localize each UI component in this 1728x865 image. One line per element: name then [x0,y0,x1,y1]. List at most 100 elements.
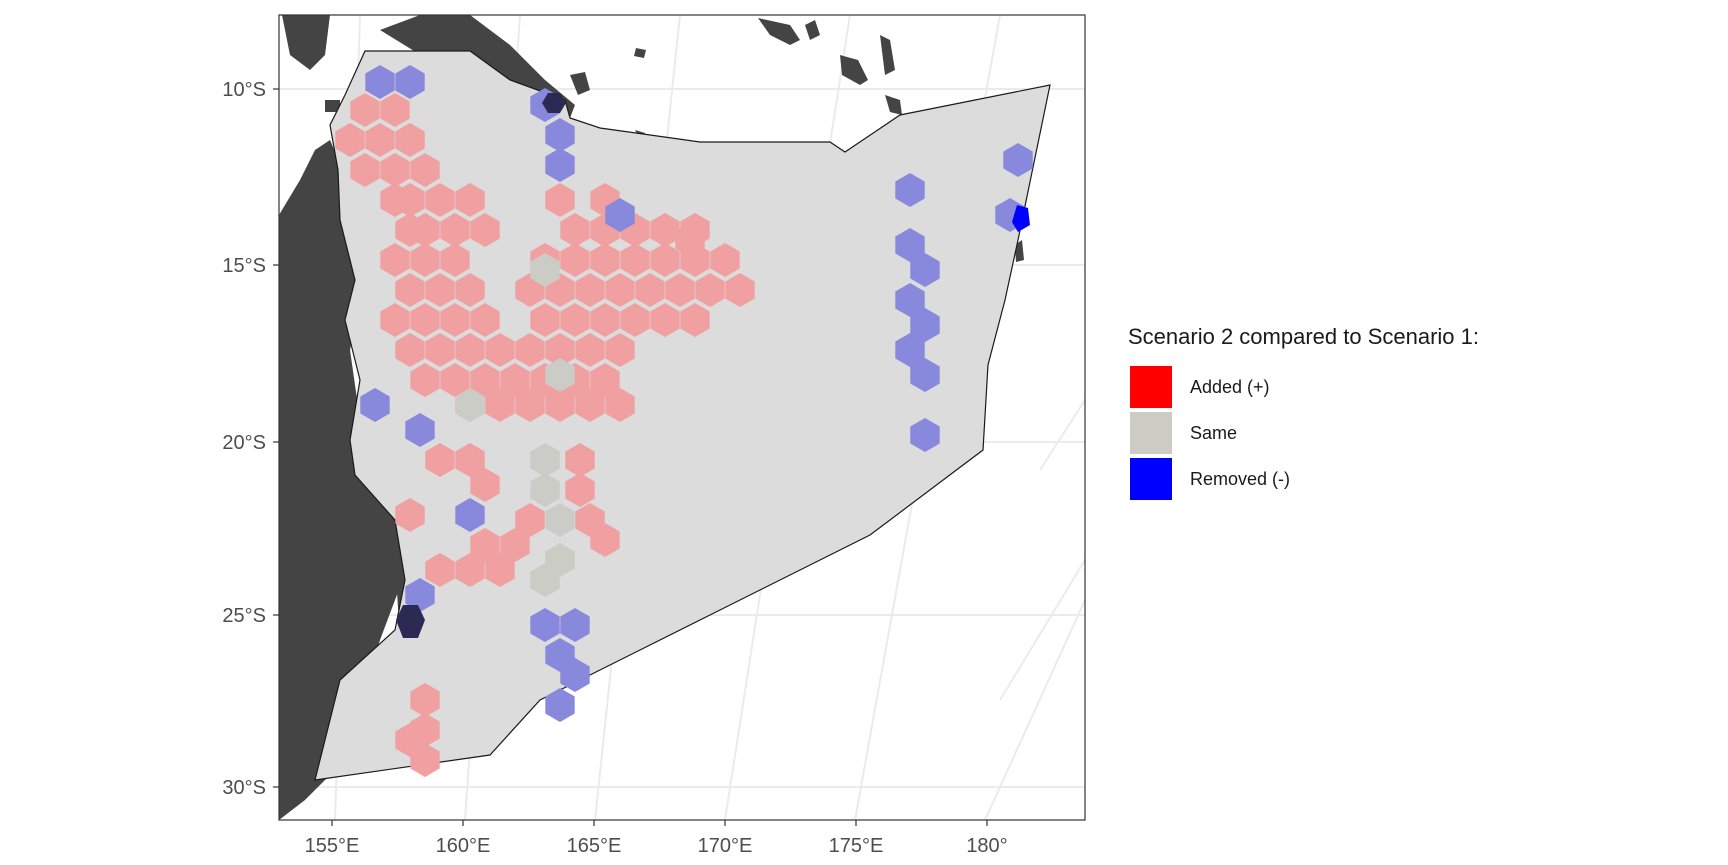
added-cell [380,153,410,187]
x-tick-label: 175°E [829,835,884,857]
added-cell [410,683,440,717]
legend-label: Added (+) [1190,376,1270,397]
added-cell [565,443,595,477]
same-cells [455,253,575,597]
y-tick-label: 25°S [222,605,266,627]
added-cell [350,93,380,127]
removed-cell [560,608,590,642]
legend-label: Removed (-) [1190,468,1291,489]
added-cell [395,213,425,247]
x-axis [331,820,988,826]
added-cell [440,243,470,277]
added-cell [395,273,425,307]
removed-cell [360,388,390,422]
legend-item-same: Same [1128,410,1479,456]
y-axis [273,88,279,788]
added-cell [470,213,500,247]
same-cell [530,253,560,287]
removed-cell [1003,143,1033,177]
added-cell [425,273,455,307]
added-cell [380,93,410,127]
added-cell [500,528,530,562]
added-cell [455,273,485,307]
removed-edge-cell [1012,205,1030,232]
added-cell [620,303,650,337]
removed-cell [895,333,925,367]
legend-title: Scenario 2 compared to Scenario 1: [1128,324,1479,349]
removed-cell [395,65,425,99]
removed-cell [910,308,940,342]
added-cell [680,303,710,337]
added-cell [545,183,575,217]
added-cell [500,363,530,397]
added-cell [575,273,605,307]
added-cell [470,528,500,562]
added-cell [455,443,485,477]
removed-cell [560,658,590,692]
added-cell [410,743,440,777]
added-cell [695,273,725,307]
added-cell [410,363,440,397]
added-cell [650,213,680,247]
added-cell [380,243,410,277]
added-cell [410,153,440,187]
removed-cell [405,578,435,612]
y-tick-label: 30°S [222,777,266,799]
same-cell [530,563,560,597]
added-cell [470,363,500,397]
added-cell [590,363,620,397]
added-cell [485,388,515,422]
added-cell [590,303,620,337]
removed-cell [605,198,635,232]
removed-cell [405,413,435,447]
added-cell [425,443,455,477]
same-cell [545,503,575,537]
same-cell [455,388,485,422]
added-cell [710,243,740,277]
added-cell [575,388,605,422]
legend-item-added: Added (+) [1128,364,1479,410]
overlap-cell [542,93,566,113]
added-cell [560,303,590,337]
removed-cell [910,418,940,452]
added-cell [380,303,410,337]
x-tick-label: 155°E [305,835,360,857]
removed-cell [895,173,925,207]
legend-swatch-same [1130,412,1172,454]
added-cell [725,273,755,307]
added-cell [485,553,515,587]
added-cell [470,303,500,337]
added-cell [425,333,455,367]
legend-item-removed: Removed (-) [1128,456,1479,502]
removed-cell [545,118,575,152]
legend-swatch-removed [1130,458,1172,500]
added-cell [620,243,650,277]
added-cell [605,333,635,367]
added-cell [675,223,705,257]
added-cell [455,333,485,367]
y-tick-label: 10°S [222,79,266,101]
x-tick-label: 180° [966,835,1007,857]
added-cell [365,123,395,157]
legend: Scenario 2 compared to Scenario 1: Added… [1128,324,1479,502]
added-cell [635,273,665,307]
added-cell [665,273,695,307]
added-cell [350,153,380,187]
removed-cell [895,283,925,317]
x-tick-label: 160°E [436,835,491,857]
added-cell [650,303,680,337]
added-cell [605,273,635,307]
added-cell [395,498,425,532]
added-cell [515,333,545,367]
removed-cell [455,498,485,532]
added-cell [560,243,590,277]
added-cell [470,468,500,502]
legend-label: Same [1190,422,1238,443]
same-cell [530,473,560,507]
legend-swatch-added [1130,366,1172,408]
removed-cell [910,358,940,392]
added-cell [455,553,485,587]
x-tick-label: 170°E [698,835,753,857]
added-cell [425,183,455,217]
